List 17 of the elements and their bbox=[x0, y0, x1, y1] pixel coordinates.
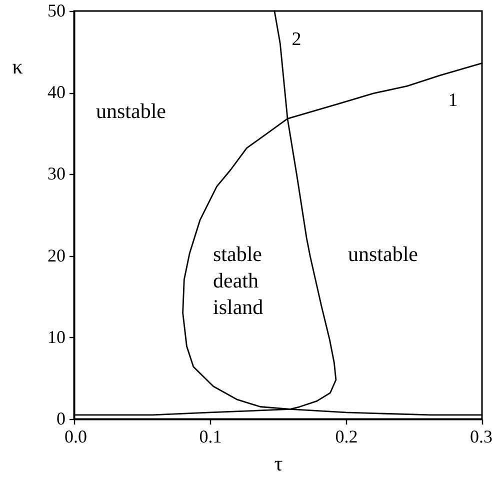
y-tick-label: 40 bbox=[48, 82, 66, 102]
x-tick-label: 0.3 bbox=[470, 426, 492, 446]
annotation: unstable bbox=[348, 242, 418, 266]
x-tick-label: 0.0 bbox=[64, 426, 87, 446]
y-axis-title: κ bbox=[12, 54, 24, 78]
series-label: 1 bbox=[448, 90, 458, 112]
x-axis-title: τ bbox=[274, 452, 283, 476]
annotation: unstable bbox=[96, 99, 166, 123]
y-tick-label: 10 bbox=[48, 326, 66, 347]
x-tick-label: 0.1 bbox=[199, 426, 222, 446]
y-tick-label: 0 bbox=[56, 408, 66, 428]
y-tick-label: 50 bbox=[48, 0, 66, 20]
y-tick-label: 30 bbox=[48, 164, 66, 184]
series-label: 2 bbox=[292, 29, 302, 50]
x-tick-label: 0.2 bbox=[335, 426, 358, 446]
y-tick-label: 20 bbox=[48, 245, 66, 266]
annotation: stable death island bbox=[213, 242, 264, 319]
